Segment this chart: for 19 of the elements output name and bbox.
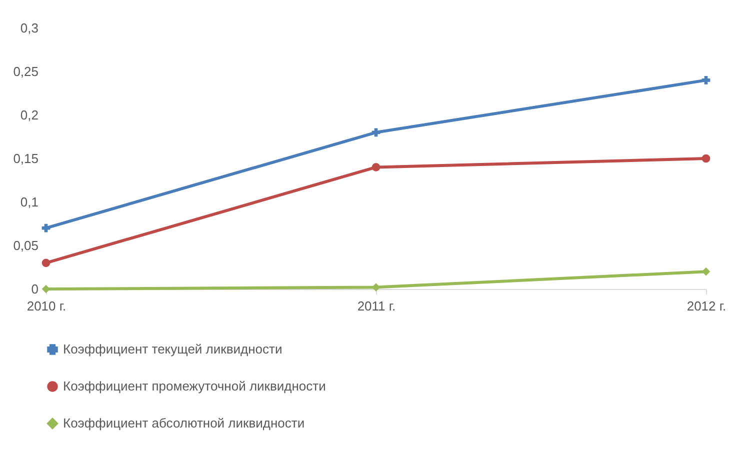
x-tick-label: 2011 г. <box>357 298 396 314</box>
point <box>372 128 380 137</box>
y-tick-label: 0,3 <box>20 20 38 36</box>
legend-label: Коэффициент промежуточной ликвидности <box>63 378 326 394</box>
x-tick-label: 2012 г. <box>686 298 726 314</box>
y-tick-label: 0,25 <box>13 64 38 79</box>
point <box>702 154 710 163</box>
y-tick-label: 0,2 <box>20 108 38 122</box>
x-tick-label: 2010 г. <box>26 298 66 314</box>
y-tick-label: 0,1 <box>20 194 38 210</box>
legend-label: Коэффициент абсолютной ликвидности <box>63 416 305 430</box>
y-tick-label: 0,05 <box>13 238 38 253</box>
legend-label: Коэффициент текущей ликвидности <box>63 342 282 356</box>
point <box>702 76 710 84</box>
point <box>372 163 380 172</box>
point <box>42 224 50 232</box>
y-tick-label: 0 <box>31 282 38 296</box>
point <box>42 258 50 268</box>
y-tick-label: 0,15 <box>13 151 38 166</box>
